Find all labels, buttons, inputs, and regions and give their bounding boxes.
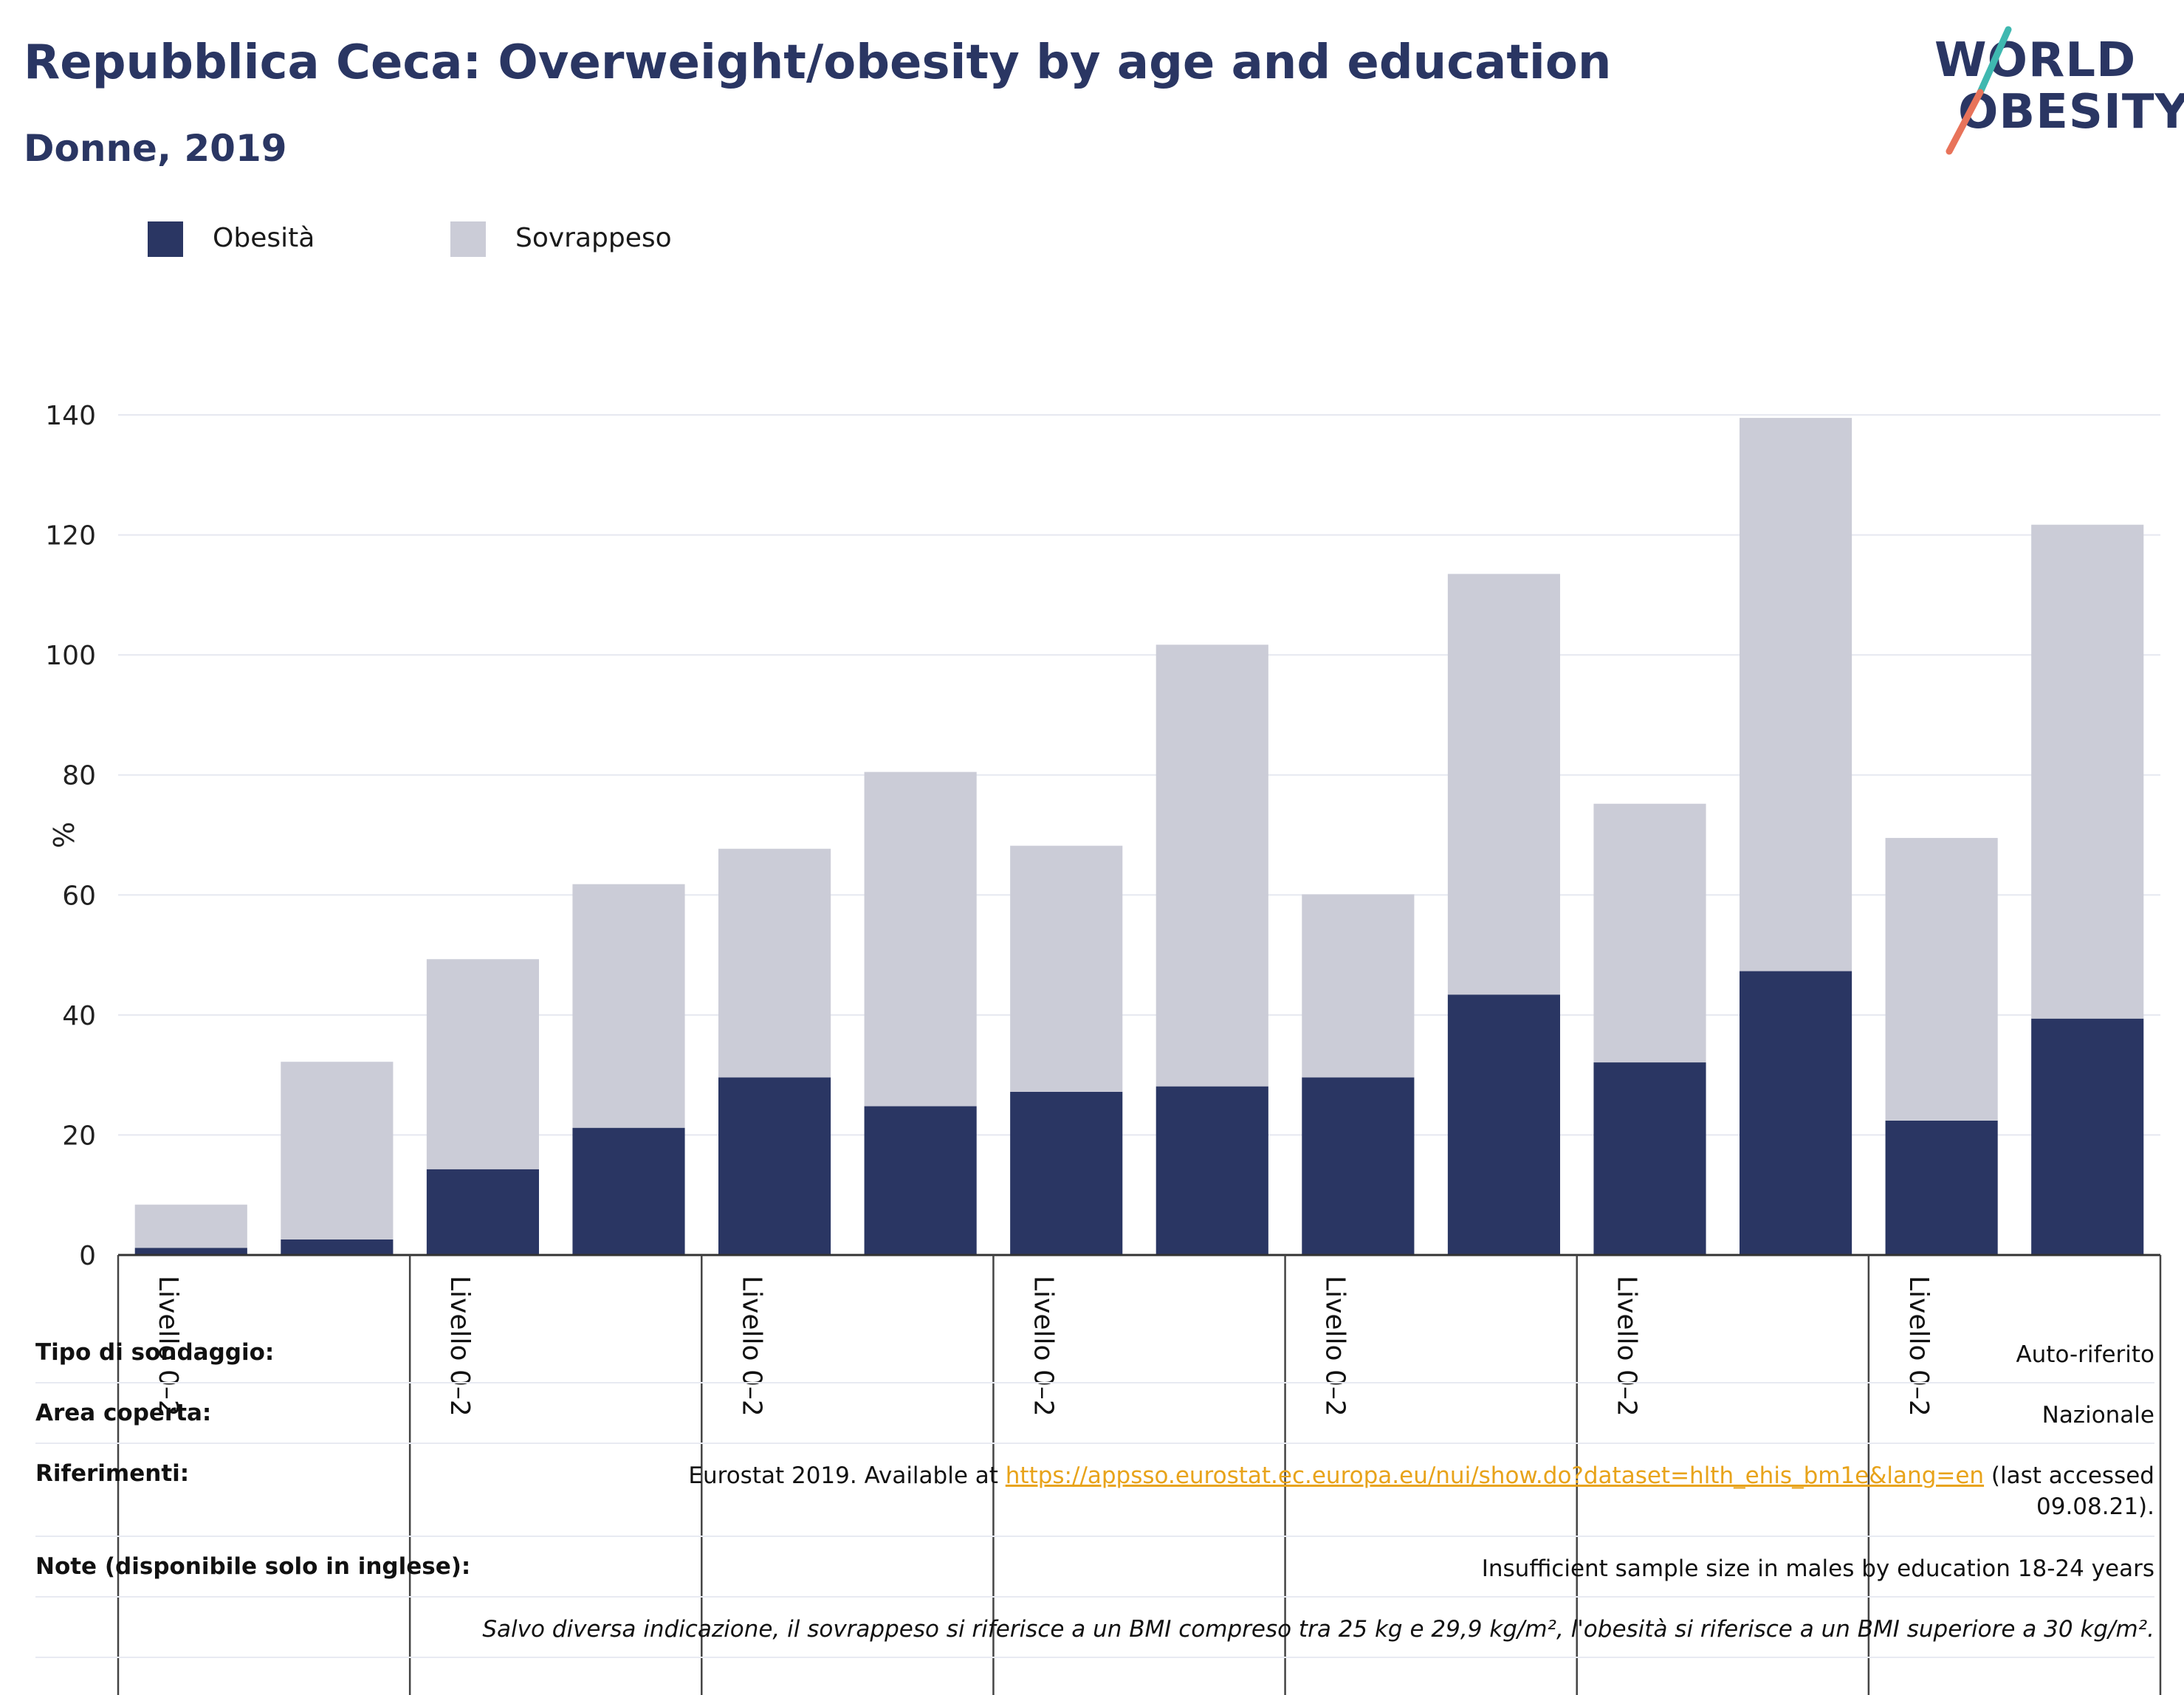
reference-link[interactable]: https://appsso.eurostat.ec.europa.eu/nui…: [1005, 1462, 1985, 1489]
x-category-label: Livello 0–2: [1028, 1276, 1058, 1417]
y-tick-label: 100: [45, 641, 96, 671]
bar-obesita: [572, 1127, 685, 1255]
bar-sovrappeso: [281, 1062, 394, 1240]
legend-swatch-sovrappeso: [450, 221, 486, 257]
legend-label-sovrappeso: Sovrappeso: [515, 223, 672, 253]
info-key-area: Area coperta:: [35, 1400, 212, 1426]
bar-sovrappeso: [2031, 524, 2144, 1019]
bar-obesita: [1593, 1062, 1706, 1255]
bar-sovrappeso: [1155, 644, 1268, 1087]
bar-sovrappeso: [426, 959, 539, 1169]
bar-sovrappeso: [1010, 845, 1123, 1092]
bar-obesita: [134, 1248, 247, 1255]
info-row-area: Area coperta: Nazionale: [35, 1383, 2154, 1444]
bar-sovrappeso: [134, 1204, 247, 1248]
y-tick-label: 120: [45, 521, 96, 551]
bar-obesita: [1302, 1077, 1415, 1255]
info-value-references: Eurostat 2019. Available at https://apps…: [688, 1460, 2154, 1522]
info-value-definition: Salvo diversa indicazione, il sovrappeso…: [482, 1614, 2154, 1645]
legend-label-obesita: Obesità: [213, 223, 315, 253]
info-value-notes: Insufficient sample size in males by edu…: [1481, 1555, 2154, 1582]
y-tick-label: 0: [79, 1241, 96, 1271]
reference-prefix: Eurostat 2019. Available at: [688, 1462, 1006, 1489]
x-category-label: Livello 0–2: [153, 1276, 183, 1417]
legend-swatch-obesita: [148, 221, 183, 257]
bar-obesita: [1447, 994, 1560, 1255]
y-axis-label: %: [47, 822, 79, 848]
y-tick-label: 40: [62, 1001, 96, 1031]
bar-obesita: [1885, 1120, 1998, 1255]
world-obesity-logo: WORLD OBESITY: [1920, 22, 2184, 162]
info-value-area: Nazionale: [2042, 1402, 2154, 1428]
x-category-label: Livello 0–2: [1320, 1276, 1350, 1417]
x-category-label: Livello 0–2: [736, 1276, 766, 1417]
x-category-label: Livello 0–2: [1612, 1276, 1642, 1417]
bar-sovrappeso: [1447, 574, 1560, 995]
info-key-notes: Note (disponibile solo in inglese):: [35, 1553, 471, 1580]
bar-obesita: [426, 1169, 539, 1255]
chart-title: Repubblica Ceca: Overweight/obesity by a…: [24, 35, 1612, 90]
bar-obesita: [281, 1239, 394, 1255]
info-row-survey-type: Tipo di sondaggio: Auto-riferito: [35, 1323, 2154, 1383]
bar-sovrappeso: [1885, 838, 1998, 1121]
logo-slash-icon: [1946, 26, 2012, 155]
bar-obesita: [1155, 1086, 1268, 1255]
y-tick-label: 60: [62, 881, 96, 911]
info-row-definition: Salvo diversa indicazione, il sovrappeso…: [35, 1598, 2154, 1658]
info-key-survey-type: Tipo di sondaggio:: [35, 1339, 275, 1366]
info-value-survey-type: Auto-riferito: [2016, 1341, 2154, 1368]
x-category-label: Livello 0–2: [1903, 1276, 1934, 1417]
logo-text-obesity: OBESITY: [1958, 85, 2184, 140]
reference-suffix: (last accessed: [1984, 1462, 2154, 1489]
bar-obesita: [864, 1106, 977, 1255]
y-tick-label: 80: [62, 761, 96, 791]
bar-sovrappeso: [1593, 803, 1706, 1063]
y-tick-label: 140: [45, 401, 96, 431]
bar-obesita: [718, 1077, 831, 1255]
info-row-references: Riferimenti: Eurostat 2019. Available at…: [35, 1444, 2154, 1537]
reference-date: 09.08.21).: [2036, 1493, 2154, 1520]
bar-obesita: [1010, 1091, 1123, 1255]
logo-text-world: WORLD: [1934, 33, 2137, 88]
bar-obesita: [1740, 971, 1852, 1255]
info-key-references: Riferimenti:: [35, 1460, 190, 1487]
chart-subtitle: Donne, 2019: [24, 127, 287, 170]
y-tick-label: 20: [62, 1121, 96, 1151]
bar-sovrappeso: [718, 848, 831, 1078]
x-category-label: Livello 0–2: [444, 1276, 475, 1417]
bar-sovrappeso: [572, 884, 685, 1128]
info-row-notes: Note (disponibile solo in inglese): Insu…: [35, 1537, 2154, 1598]
bar-sovrappeso: [1740, 418, 1852, 972]
definition-text: Salvo diversa indicazione, il sovrappeso…: [482, 1616, 2154, 1643]
bar-obesita: [2031, 1018, 2144, 1255]
bar-sovrappeso: [864, 771, 977, 1107]
bar-sovrappeso: [1302, 894, 1415, 1078]
